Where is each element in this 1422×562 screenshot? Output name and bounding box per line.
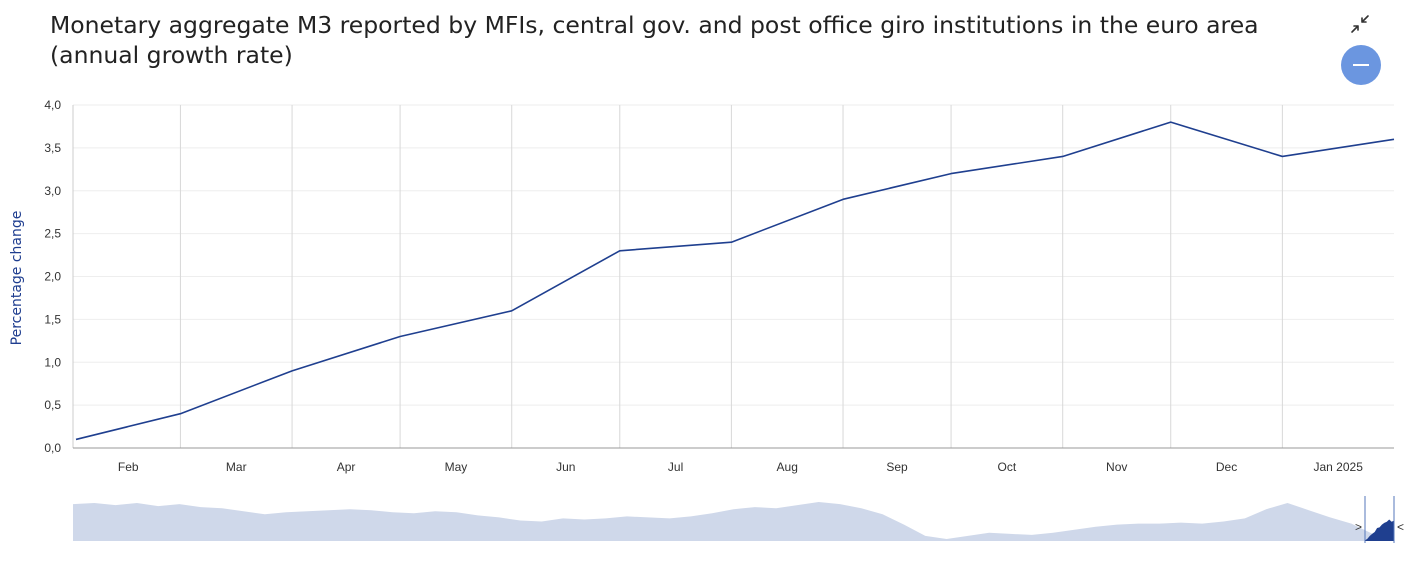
minus-icon (1353, 64, 1369, 66)
x-tick-label: Nov (1106, 460, 1127, 474)
x-tick-label: Aug (777, 460, 798, 474)
x-tick-label: Apr (337, 460, 356, 474)
y-axis-label: Percentage change (9, 211, 25, 346)
y-axis: 0,0 0,5 1,0 1,5 2,0 2,5 3,0 3,5 4,0 (44, 98, 74, 455)
y-tick-label: 0,0 (44, 441, 61, 455)
x-tick-label: May (445, 460, 468, 474)
navigator-area (73, 502, 1394, 541)
y-tick-label: 1,0 (44, 355, 61, 369)
x-tick-label: Jul (668, 460, 683, 474)
navigator: > < (73, 496, 1404, 543)
x-tick-label: Dec (1216, 460, 1237, 474)
y-tick-label: 3,5 (44, 141, 61, 155)
collapse-arrows-icon[interactable] (1348, 12, 1372, 36)
navigator-left-handle[interactable]: > (1355, 520, 1362, 534)
navigator-right-handle[interactable]: < (1397, 520, 1404, 534)
y-tick-label: 2,5 (44, 227, 61, 241)
x-tick-label: Mar (226, 460, 247, 474)
series-line (75, 121, 1395, 441)
chart-title: Monetary aggregate M3 reported by MFIs, … (50, 11, 1259, 69)
x-tick-label: Jun (556, 460, 575, 474)
y-tick-label: 0,5 (44, 398, 61, 412)
series-layer (75, 121, 1395, 441)
chart-grid (73, 104, 1394, 449)
x-tick-label: Jan 2025 (1313, 460, 1363, 474)
y-tick-label: 3,0 (44, 184, 61, 198)
y-tick-label: 1,5 (44, 312, 61, 326)
y-tick-label: 2,0 (44, 270, 61, 284)
navigator-selection (1365, 519, 1394, 541)
x-axis: Feb Mar Apr May Jun Jul Aug Sep Oct Nov Dec Jan 202… (73, 447, 1394, 474)
x-tick-label: Feb (118, 460, 139, 474)
x-tick-label: Sep (886, 460, 908, 474)
minus-button[interactable] (1341, 45, 1381, 85)
y-tick-label: 4,0 (44, 98, 61, 112)
x-tick-label: Oct (998, 460, 1017, 474)
